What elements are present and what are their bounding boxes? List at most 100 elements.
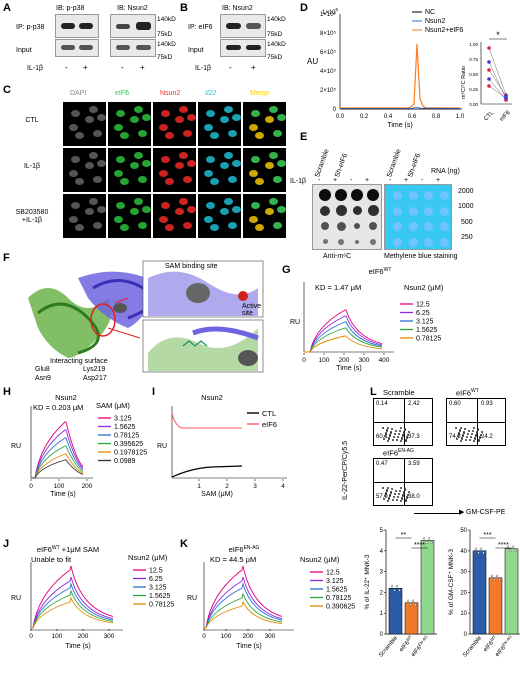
g-spr-chart: eIF6WT RU 0 100 200 300 400 Time (s) KD = 1.… <box>290 267 444 372</box>
b-ip-label: IP: eIF6 <box>188 24 213 31</box>
l-flow-event <box>385 493 387 495</box>
l-flow-event <box>382 427 384 429</box>
l-flow-event <box>407 494 409 496</box>
l-flow-event <box>480 434 482 436</box>
l-flow-event <box>404 489 406 491</box>
f-active-site-label: Active site <box>242 303 262 317</box>
c-tile-2-4 <box>242 193 287 239</box>
d-series-nsun2-eif6 <box>340 43 460 109</box>
k-curve-1 <box>204 576 283 629</box>
l-flow-event <box>389 435 391 437</box>
l-flow-event <box>387 500 389 502</box>
j-legend-4: 0.78125 <box>149 602 174 609</box>
panel-label-k: K <box>180 538 188 550</box>
h-conc-title: SAM (μM) <box>96 401 130 410</box>
a-ib-label-2: IB: Nsun2 <box>117 5 148 12</box>
l-flow-quad-2-2: 57.9 <box>376 494 388 500</box>
a-ib-label-1: IB: p-p38 <box>56 5 85 12</box>
l-flow-quad-0-3: 37.3 <box>408 434 420 440</box>
i-xtick-2: 3 <box>253 483 257 490</box>
l-flow-event <box>390 492 392 494</box>
h-xlabel: Time (s) <box>50 491 75 498</box>
c-tile-1-0 <box>62 147 107 193</box>
bar1-ytick-0: 0 <box>380 632 384 638</box>
l-flow-event <box>399 430 401 432</box>
g-ylabel: RU <box>290 319 300 326</box>
j-curve-4 <box>31 596 114 629</box>
d-series-nsun2 <box>340 106 461 109</box>
d-xtick-5: 1.0 <box>456 114 465 120</box>
l-flow-event <box>398 433 400 435</box>
panel-label-f: F <box>3 252 10 264</box>
bar2-ytick-2: 20 <box>460 590 467 596</box>
bar1-ylabel: % of IL-22⁺ MNK-3 <box>364 554 371 609</box>
l-flow-event <box>473 440 475 442</box>
k-curve-2 <box>204 582 283 629</box>
svg-text:1.00: 1.00 <box>469 42 478 47</box>
f-sam-site-label: SAM binding site <box>165 263 218 270</box>
l-flow-event <box>398 493 400 495</box>
e-rna-label: RNA (ng) <box>431 168 460 175</box>
l-flow-quad-1-2: 74.3 <box>449 434 461 440</box>
l-flow-event <box>384 495 386 497</box>
h-curve-4 <box>31 453 84 479</box>
l-flow-event <box>406 497 408 499</box>
l-flow-event <box>401 498 403 500</box>
h-ylabel: RU <box>11 443 21 450</box>
g-xtick-3: 300 <box>359 357 370 364</box>
k-conc-title: Nsun2 (μM) <box>300 555 340 564</box>
l-flow-event <box>388 498 390 500</box>
d-legend-nc: NC <box>425 9 435 16</box>
i-series-ctl <box>171 465 243 478</box>
bar2-ytick-4: 40 <box>460 549 467 555</box>
i-xtick-3: 4 <box>281 483 285 490</box>
d-ylabel: AU <box>307 57 318 66</box>
l-flow-event <box>393 436 395 438</box>
e-rna-2000: 2000 <box>458 188 474 195</box>
l-flow-event <box>391 428 393 430</box>
l-flow-event <box>478 440 480 442</box>
l-flow-event <box>386 490 388 492</box>
bar1-ytick-5: 5 <box>380 528 384 534</box>
l-flow-event <box>392 499 394 501</box>
l-flow-event <box>387 427 389 429</box>
h-kd: KD = 0.203 μM <box>33 403 83 412</box>
l-flow-event <box>388 438 390 440</box>
a-blot-input-2 <box>110 39 156 57</box>
g-conc-title: Nsun2 (μM) <box>404 283 444 292</box>
bar2-sig-0: *** <box>483 532 491 539</box>
l-flow-event <box>400 487 402 489</box>
i-xtick-1: 2 <box>225 483 229 490</box>
svg-text:eIF6: eIF6 <box>499 109 512 122</box>
k-title: eIF6EN-AG <box>229 545 260 554</box>
e-header-sh-eif6-1: Sh-eIF6 <box>334 152 350 179</box>
l-flow-event <box>458 433 460 435</box>
d-ytick-4: 8×10⁵ <box>320 30 337 37</box>
l-flow-event <box>394 493 396 495</box>
b-plus: + <box>251 63 256 72</box>
j-legend-0: 12.5 <box>149 568 163 575</box>
j-ylabel: RU <box>11 595 21 602</box>
l-flow-title-0: Scramble <box>383 388 415 397</box>
panel-label-g: G <box>282 264 291 276</box>
h-curve-1 <box>31 429 84 479</box>
l-flow-event <box>479 437 481 439</box>
k-legend-1: 3.125 <box>326 578 344 585</box>
f-interacting-surface: Interacting surface <box>50 358 108 365</box>
l-flow-event <box>405 500 407 502</box>
l-flow-quad-0-1: 2.42 <box>408 401 420 407</box>
h-spr-chart: Nsun2 RU 0 100 200 Time (s) KD = 0.203 μM … <box>11 393 147 498</box>
i-legend-ctl: CTL <box>262 409 276 418</box>
panel-label-a: A <box>3 2 11 14</box>
a-mw-1: 140kD <box>157 16 176 23</box>
l-flow-event <box>466 436 468 438</box>
l-flow-event <box>400 427 402 429</box>
g-title: eIF6WT <box>369 267 392 276</box>
l-flow-event <box>462 435 464 437</box>
panel-label-b: B <box>180 2 188 14</box>
h-legend-5: 0.0989 <box>114 458 136 465</box>
c-tile-1-1 <box>107 147 152 193</box>
h-title: Nsun2 <box>55 393 77 402</box>
l-flow-event <box>396 499 398 501</box>
b-blot-ip <box>220 14 266 38</box>
